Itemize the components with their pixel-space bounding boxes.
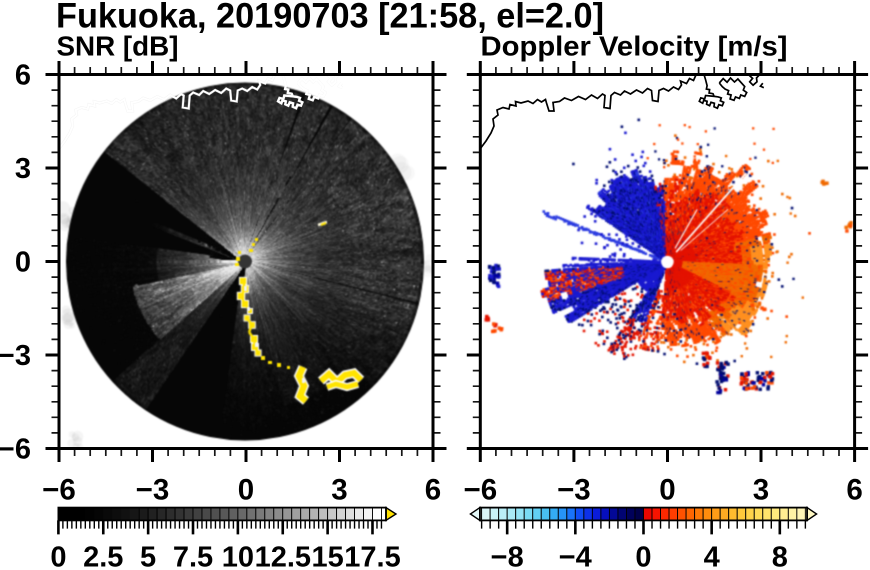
svg-text:0: 0 [50,541,66,570]
svg-text:Doppler Velocity [m/s]: Doppler Velocity [m/s] [481,31,788,62]
svg-text:−3: −3 [557,474,591,507]
svg-text:−6: −6 [0,434,31,466]
svg-text:−8: −8 [491,541,524,570]
svg-text:−6: −6 [42,474,76,507]
svg-text:−3: −3 [0,340,31,372]
svg-text:7.5: 7.5 [173,541,213,570]
svg-text:8: 8 [772,541,788,570]
svg-text:0: 0 [635,541,651,570]
svg-text:6: 6 [15,60,31,92]
svg-text:0: 0 [15,247,31,279]
svg-text:0: 0 [659,474,675,507]
svg-text:10: 10 [222,541,254,570]
svg-text:4: 4 [704,541,720,570]
svg-text:3: 3 [331,474,347,507]
svg-text:6: 6 [425,474,441,507]
svg-text:2.5: 2.5 [83,541,123,570]
svg-text:Fukuoka, 20190703 [21:58, el=2: Fukuoka, 20190703 [21:58, el=2.0] [56,0,604,36]
svg-text:5: 5 [140,541,156,570]
svg-text:−6: −6 [463,474,497,507]
svg-text:−3: −3 [136,474,170,507]
svg-text:−4: −4 [559,541,592,570]
svg-text:15: 15 [311,541,343,570]
svg-text:SNR [dB]: SNR [dB] [57,31,179,62]
svg-text:12.5: 12.5 [255,541,311,570]
svg-text:0: 0 [238,474,254,507]
svg-text:6: 6 [846,474,862,507]
svg-text:3: 3 [15,153,31,185]
svg-text:3: 3 [753,474,769,507]
svg-text:17.5: 17.5 [344,541,400,570]
